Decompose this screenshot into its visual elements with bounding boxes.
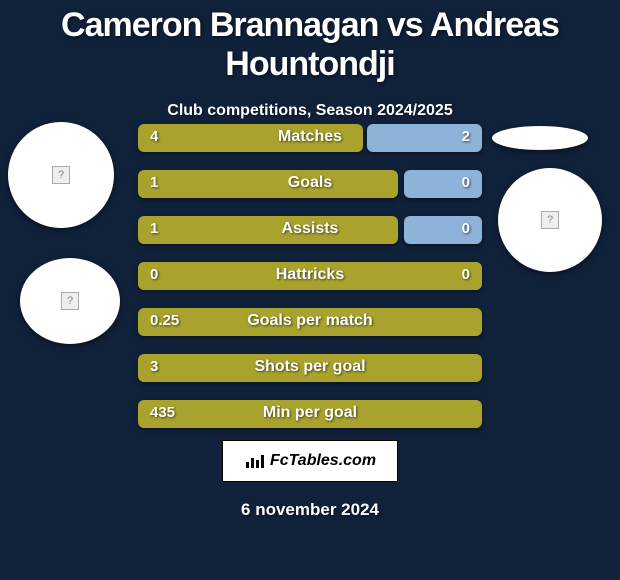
stat-value-left: 3 — [150, 358, 158, 375]
stat-row: 00Hattricks — [138, 262, 482, 290]
stat-bar-right — [404, 170, 482, 198]
stat-value-left: 1 — [150, 174, 158, 191]
stat-value-left: 0 — [150, 266, 158, 283]
stat-row: 3Shots per goal — [138, 354, 482, 382]
stat-bar-full — [138, 308, 482, 336]
avatar: ? — [8, 122, 114, 228]
stat-value-right: 0 — [462, 174, 470, 191]
broken-image-icon: ? — [61, 292, 79, 310]
watermark: FcTables.com — [222, 440, 398, 482]
broken-image-icon: ? — [52, 166, 70, 184]
stat-value-left: 4 — [150, 128, 158, 145]
avatar: ? — [498, 168, 602, 272]
watermark-text: FcTables.com — [270, 452, 376, 470]
stat-value-left: 435 — [150, 404, 175, 421]
stat-row: 10Assists — [138, 216, 482, 244]
stat-bar-left — [138, 216, 398, 244]
stat-bar-full — [138, 262, 482, 290]
stat-row: 435Min per goal — [138, 400, 482, 428]
stat-value-left: 0.25 — [150, 312, 179, 329]
stat-value-right: 0 — [462, 220, 470, 237]
stat-bar-left — [138, 170, 398, 198]
avatar — [492, 126, 588, 150]
date-text: 6 november 2024 — [0, 500, 620, 520]
stat-bar-full — [138, 354, 482, 382]
page-title: Cameron Brannagan vs Andreas Hountondji — [0, 0, 620, 84]
broken-image-icon: ? — [541, 211, 559, 229]
stat-row: 0.25Goals per match — [138, 308, 482, 336]
avatar: ? — [20, 258, 120, 344]
stat-value-right: 2 — [462, 128, 470, 145]
stat-bar-right — [404, 216, 482, 244]
stat-bar-full — [138, 400, 482, 428]
stat-row: 42Matches — [138, 124, 482, 152]
stats-container: 42Matches10Goals10Assists00Hattricks0.25… — [138, 124, 482, 446]
stat-value-right: 0 — [462, 266, 470, 283]
watermark-chart-icon — [244, 452, 266, 470]
stat-row: 10Goals — [138, 170, 482, 198]
subtitle: Club competitions, Season 2024/2025 — [0, 102, 620, 120]
stat-value-left: 1 — [150, 220, 158, 237]
stat-bar-left — [138, 124, 363, 152]
